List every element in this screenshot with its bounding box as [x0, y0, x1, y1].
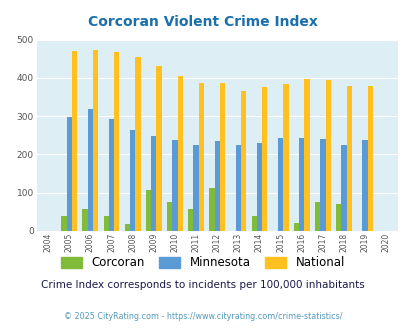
Bar	[177, 76, 182, 231]
Bar	[172, 140, 177, 231]
Bar	[298, 138, 304, 231]
Bar	[241, 90, 246, 231]
Bar	[72, 51, 77, 231]
Bar	[367, 86, 372, 231]
Bar	[220, 83, 225, 231]
Bar	[346, 85, 351, 231]
Bar	[193, 145, 198, 231]
Bar	[135, 57, 140, 231]
Bar	[314, 202, 320, 231]
Text: Crime Index corresponds to incidents per 100,000 inhabitants: Crime Index corresponds to incidents per…	[41, 280, 364, 290]
Bar	[145, 190, 151, 231]
Legend: Corcoran, Minnesota, National: Corcoran, Minnesota, National	[56, 252, 349, 274]
Bar	[251, 216, 256, 231]
Bar	[293, 222, 298, 231]
Bar	[156, 66, 161, 231]
Bar	[214, 142, 220, 231]
Bar	[209, 188, 214, 231]
Bar	[124, 224, 130, 231]
Bar	[362, 140, 367, 231]
Bar	[109, 119, 114, 231]
Bar	[262, 87, 267, 231]
Bar	[87, 109, 93, 231]
Bar	[198, 83, 203, 231]
Bar	[82, 209, 87, 231]
Bar	[188, 209, 193, 231]
Text: Corcoran Violent Crime Index: Corcoran Violent Crime Index	[88, 15, 317, 29]
Bar	[235, 145, 241, 231]
Bar	[130, 130, 135, 231]
Bar	[151, 136, 156, 231]
Bar	[166, 202, 172, 231]
Bar	[114, 52, 119, 231]
Bar	[277, 138, 283, 231]
Bar	[61, 216, 66, 231]
Bar	[283, 84, 288, 231]
Bar	[256, 143, 262, 231]
Bar	[341, 145, 346, 231]
Bar	[320, 139, 325, 231]
Bar	[304, 79, 309, 231]
Bar	[93, 50, 98, 231]
Bar	[335, 204, 341, 231]
Bar	[103, 216, 109, 231]
Bar	[325, 80, 330, 231]
Text: © 2025 CityRating.com - https://www.cityrating.com/crime-statistics/: © 2025 CityRating.com - https://www.city…	[64, 312, 341, 321]
Bar	[66, 117, 72, 231]
